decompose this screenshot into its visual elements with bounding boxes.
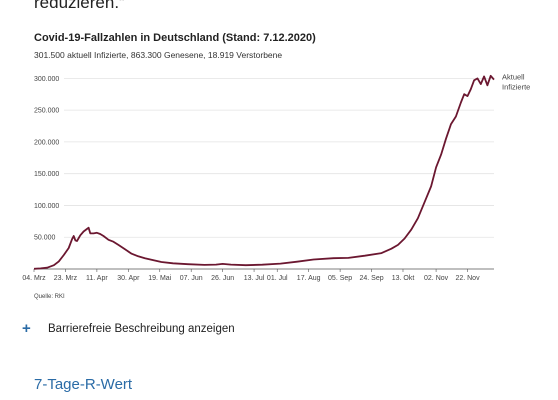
series-label: Aktuell [502,73,525,82]
x-tick-label: 04. Mrz [22,275,46,282]
x-tick-label: 23. Mrz [54,275,78,282]
x-tick-label: 11. Apr [86,275,108,282]
accessible-description-label: Barrierefreie Beschreibung anzeigen [48,322,235,335]
plus-icon: + [22,320,31,337]
x-tick-label: 26. Jun [211,275,234,282]
series-line-aktuell-infizierte [33,74,495,270]
line-chart: 50.000 100.000 150.000 200.000 250.000 300.00… [22,73,530,282]
accessible-description-toggle[interactable]: + Barrierefreie Beschreibung anzeigen [22,320,235,337]
intro-text-tail: reduzieren.“ [34,0,125,12]
x-tick-label: 17. Aug [297,275,321,282]
x-tick-label: 24. Sep [359,275,383,282]
series-label: Infizierte [502,83,530,92]
x-tick-label: 19. Mai [148,275,171,282]
x-tick-label: 02. Nov [424,275,449,282]
x-tick-label: 01. Jul [267,275,288,282]
x-tick-label: 05. Sep [328,275,352,282]
x-tick-label: 07. Jun [180,275,203,282]
y-tick-label: 250.000 [34,108,59,115]
x-tick-label: 13. Jul [244,275,265,282]
chart-title: Covid-19-Fallzahlen in Deutschland (Stan… [34,32,316,44]
x-tick-label: 30. Apr [117,275,140,282]
y-tick-label: 50.000 [34,235,56,242]
x-axis: 04. Mrz 23. Mrz 11. Apr 30. Apr 19. Mai 07. J… [22,268,494,282]
chart-source: Quelle: RKI [34,294,65,300]
x-tick-label: 13. Okt [392,275,415,282]
y-tick-label: 150.000 [34,171,59,178]
chart-subtitle: 301.500 aktuell Infizierte, 863.300 Gene… [34,50,283,60]
y-tick-label: 200.000 [34,139,59,146]
y-axis: 50.000 100.000 150.000 200.000 250.000 300.00… [34,76,59,242]
y-tick-label: 300.000 [34,76,59,83]
section-heading-r-value: 7-Tage-R-Wert [34,376,133,393]
x-tick-label: 22. Nov [455,275,480,282]
chart-gridlines [64,77,494,238]
y-tick-label: 100.000 [34,203,59,210]
